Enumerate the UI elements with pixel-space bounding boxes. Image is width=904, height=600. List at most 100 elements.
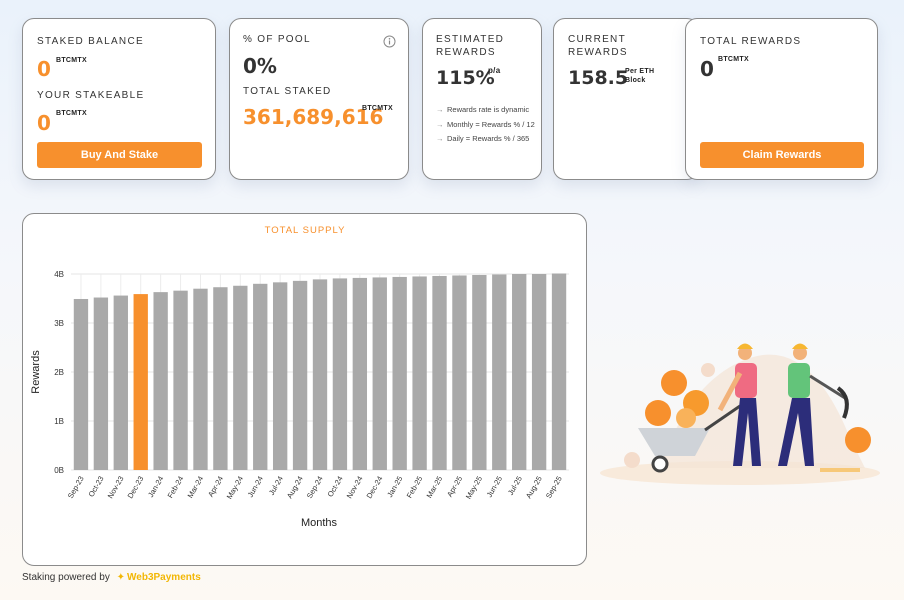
estimated-label-1: ESTIMATED	[436, 34, 505, 45]
x-tick-label: Aug-25	[524, 475, 544, 500]
y-tick-label: 0B	[54, 466, 64, 475]
x-tick-label: Jan-24	[146, 475, 165, 499]
bar-dec-24[interactable]	[372, 277, 387, 470]
estimated-rewards-card: ESTIMATED REWARDS 115% p/a → Rewards rate…	[422, 18, 542, 180]
current-value: 158.5	[568, 67, 629, 89]
footer-text: Staking powered by	[22, 572, 110, 583]
bar-sep-24[interactable]	[312, 279, 328, 470]
estimated-suffix: p/a	[488, 66, 501, 75]
your-stakeable-label: YOUR STAKEABLE	[37, 90, 145, 101]
current-rewards-card: CURRENT REWARDS 158.5 Per ETH Block	[553, 18, 699, 180]
current-unit-2: Block	[625, 77, 646, 84]
staked-balance-card: STAKED BALANCE 0 BTCMTX YOUR STAKEABLE 0…	[22, 18, 216, 180]
x-tick-label: Jun-24	[246, 475, 265, 499]
note-item: → Monthly = Rewards % / 12	[436, 119, 535, 129]
x-tick-label: Nov-23	[106, 475, 126, 500]
bar-aug-24[interactable]	[292, 280, 308, 470]
claim-rewards-button[interactable]: Claim Rewards	[700, 142, 864, 168]
bar-nov-23[interactable]	[113, 295, 128, 470]
bar-jul-25[interactable]	[512, 274, 527, 470]
y-tick-label: 2B	[54, 368, 64, 377]
total-rewards-card: TOTAL REWARDS 0 BTCMTX Claim Rewards	[685, 18, 878, 180]
x-tick-label: Feb-24	[166, 475, 186, 500]
bar-may-24[interactable]	[233, 285, 248, 470]
bar-sep-25[interactable]	[551, 273, 567, 470]
x-tick-label: Jul-25	[506, 475, 524, 497]
total-staked-value: 361,689,616	[243, 105, 384, 129]
total-supply-chart-card: TOTAL SUPPLY Rewards Months 0B 1B 2B 3B 4B Se…	[22, 213, 587, 566]
x-tick-label: Dec-24	[365, 475, 385, 500]
x-tick-label: Mar-24	[186, 475, 206, 500]
total-staked-label: TOTAL STAKED	[243, 86, 332, 97]
chart-ticks: 0B 1B 2B 3B 4B Sep-23 Oct-23 Nov-23 Dec-23 Jan-24…	[54, 270, 564, 501]
pool-value: 0%	[243, 54, 277, 78]
x-tick-label: Jun-25	[485, 475, 504, 499]
bar-apr-25[interactable]	[452, 275, 467, 470]
arrow-right-icon: →	[436, 119, 444, 129]
bar-jun-24[interactable]	[253, 283, 268, 470]
x-tick-label: Sep-24	[305, 475, 325, 500]
your-stakeable-unit: BTCMTX	[56, 110, 87, 117]
bar-nov-24[interactable]	[352, 277, 368, 470]
estimated-label-2: REWARDS	[436, 47, 496, 58]
x-tick-label: Oct-24	[326, 475, 345, 499]
staked-balance-unit: BTCMTX	[56, 57, 87, 64]
total-supply-chart: TOTAL SUPPLY Rewards Months 0B 1B 2B 3B 4B Se…	[30, 225, 569, 529]
your-stakeable-value: 0	[37, 111, 51, 135]
buy-and-stake-button[interactable]: Buy And Stake	[37, 142, 202, 168]
bar-jan-25[interactable]	[392, 276, 407, 470]
bar-jun-25[interactable]	[492, 274, 507, 470]
note-item: → Rewards rate is dynamic	[436, 105, 530, 114]
bar-aug-25[interactable]	[531, 274, 547, 470]
arrow-right-icon: →	[436, 134, 444, 143]
pool-card: % OF POOL 0% TOTAL STAKED 361,689,616 BT…	[229, 18, 409, 180]
bar-may-25[interactable]	[472, 274, 487, 470]
x-tick-label: Dec-23	[126, 475, 146, 500]
x-tick-label: Feb-25	[405, 475, 425, 500]
arrow-right-icon: →	[436, 105, 444, 114]
y-tick-label: 4B	[54, 270, 64, 279]
bar-apr-24[interactable]	[213, 287, 228, 470]
x-tick-label: Sep-23	[66, 475, 86, 500]
current-label-1: CURRENT	[568, 34, 626, 45]
x-axis-label: Months	[301, 517, 338, 529]
bar-mar-24[interactable]	[193, 288, 208, 470]
x-tick-label: Nov-24	[345, 475, 365, 500]
x-tick-label: Jan-25	[385, 475, 404, 499]
bar-sep-23[interactable]	[73, 298, 89, 470]
bar-oct-23[interactable]	[93, 297, 109, 470]
bar-feb-25[interactable]	[412, 276, 427, 470]
bar-jul-24[interactable]	[272, 282, 288, 470]
x-tick-label: Mar-25	[425, 475, 445, 500]
x-tick-label: Apr-25	[445, 475, 464, 499]
current-label-2: REWARDS	[568, 47, 628, 58]
x-tick-label: May-25	[464, 475, 484, 501]
estimated-notes: → Rewards rate is dynamic → Monthly = Rewa…	[436, 105, 536, 149]
y-axis-label: Rewards	[30, 350, 42, 394]
total-rewards-unit: BTCMTX	[718, 56, 749, 63]
bar-feb-24[interactable]	[173, 290, 188, 470]
note-item: → Daily = Rewards % / 365	[436, 134, 530, 143]
info-icon[interactable]	[383, 35, 396, 48]
y-tick-label: 3B	[54, 319, 64, 328]
web3payments-link[interactable]: Web3Payments	[127, 572, 201, 583]
x-tick-label: Sep-25	[544, 475, 564, 500]
chart-bars	[73, 273, 567, 470]
chart-title: TOTAL SUPPLY	[265, 225, 346, 236]
x-tick-label: May-24	[225, 475, 245, 501]
staking-illustration	[600, 343, 880, 485]
web3payments-logo-icon: ✦	[116, 572, 126, 583]
pool-label: % OF POOL	[243, 34, 311, 45]
x-tick-label: Oct-23	[87, 475, 106, 499]
x-tick-label: Jul-24	[267, 475, 285, 497]
bar-jan-24[interactable]	[153, 292, 168, 470]
bar-dec-23[interactable]	[133, 294, 148, 470]
total-rewards-label: TOTAL REWARDS	[700, 36, 802, 47]
total-staked-unit: BTCMTX	[362, 105, 393, 112]
bar-mar-25[interactable]	[432, 275, 447, 470]
footer: Staking powered by ✦ Web3Payments	[22, 572, 201, 583]
total-rewards-value: 0	[700, 57, 714, 81]
current-unit-1: Per ETH	[625, 68, 655, 75]
estimated-value: 115%	[436, 67, 495, 89]
bar-oct-24[interactable]	[332, 278, 348, 470]
